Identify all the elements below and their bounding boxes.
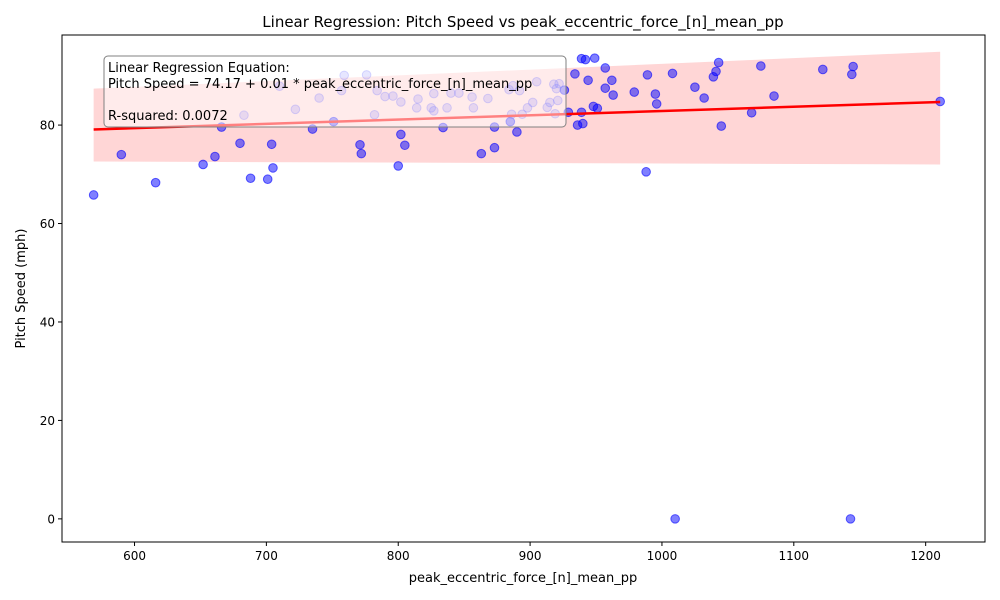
y-tick-label: 20 <box>40 414 55 428</box>
data-point <box>711 66 721 77</box>
y-axis-title: Pitch Speed (mph) <box>14 229 29 349</box>
data-point <box>393 161 404 171</box>
data-point <box>580 54 591 65</box>
data-point <box>210 151 220 162</box>
data-point <box>847 69 857 80</box>
x-axis-title: peak_eccentric_force_[n]_mean_pp <box>409 571 637 586</box>
data-point <box>756 61 766 71</box>
data-point <box>245 173 256 184</box>
data-point <box>690 82 700 92</box>
x-tick-label: 900 <box>519 549 542 563</box>
data-point <box>88 190 99 200</box>
data-point <box>570 69 580 79</box>
x-tick-label: 800 <box>387 549 410 563</box>
x-tick-label: 1100 <box>779 549 810 563</box>
data-point <box>670 514 680 524</box>
annotation-box <box>103 55 567 128</box>
data-point <box>266 139 277 150</box>
data-point <box>592 103 603 114</box>
annotation-line-3: R-squared: 0.0072 <box>108 109 228 124</box>
data-point <box>746 107 757 118</box>
y-tick-label: 0 <box>47 512 55 526</box>
y-tick-label: 60 <box>40 217 55 231</box>
data-point <box>818 64 828 75</box>
data-point <box>396 129 406 140</box>
y-tick-label: 40 <box>40 315 55 329</box>
data-point <box>578 118 588 129</box>
data-point <box>713 57 724 68</box>
data-point <box>583 75 593 86</box>
data-point <box>356 148 367 159</box>
y-tick-label: 80 <box>40 119 55 133</box>
x-tick-label: 1200 <box>910 549 941 563</box>
data-point <box>198 159 208 170</box>
data-point <box>607 75 617 86</box>
data-point <box>848 61 858 72</box>
data-point <box>641 167 651 177</box>
annotation-line-2: Pitch Speed = 74.17 + 0.01 * peak_eccent… <box>108 77 532 92</box>
data-point <box>769 91 779 101</box>
data-point <box>268 163 278 173</box>
x-axis: 600 700 800 900 1000 1100 1200 <box>123 542 941 563</box>
data-point <box>642 70 653 80</box>
data-point <box>667 68 678 79</box>
regression-annotation: Linear Regression Equation: Pitch Speed … <box>103 55 567 128</box>
data-point <box>608 90 618 100</box>
chart-title: Linear Regression: Pitch Speed vs peak_e… <box>262 13 783 32</box>
x-tick-label: 600 <box>123 549 146 563</box>
data-point <box>589 53 600 63</box>
x-tick-label: 700 <box>255 549 278 563</box>
data-point <box>716 121 727 131</box>
data-point <box>629 87 640 97</box>
data-point <box>699 93 709 103</box>
data-point <box>235 138 245 149</box>
data-point <box>489 142 500 153</box>
annotation-line-1: Linear Regression Equation: <box>108 61 290 76</box>
data-point <box>262 174 273 185</box>
y-axis: 0 20 40 60 80 <box>40 119 62 526</box>
data-point <box>600 63 611 73</box>
plot-frame <box>61 34 986 543</box>
data-point <box>651 99 662 109</box>
data-point <box>476 148 487 159</box>
data-point <box>845 514 856 524</box>
data-point <box>150 177 161 188</box>
x-tick-label: 1000 <box>647 549 678 563</box>
data-point <box>650 89 661 99</box>
data-point <box>600 83 611 93</box>
data-point <box>400 140 410 151</box>
data-point <box>355 139 365 150</box>
data-point <box>512 127 522 137</box>
data-point <box>116 149 127 160</box>
